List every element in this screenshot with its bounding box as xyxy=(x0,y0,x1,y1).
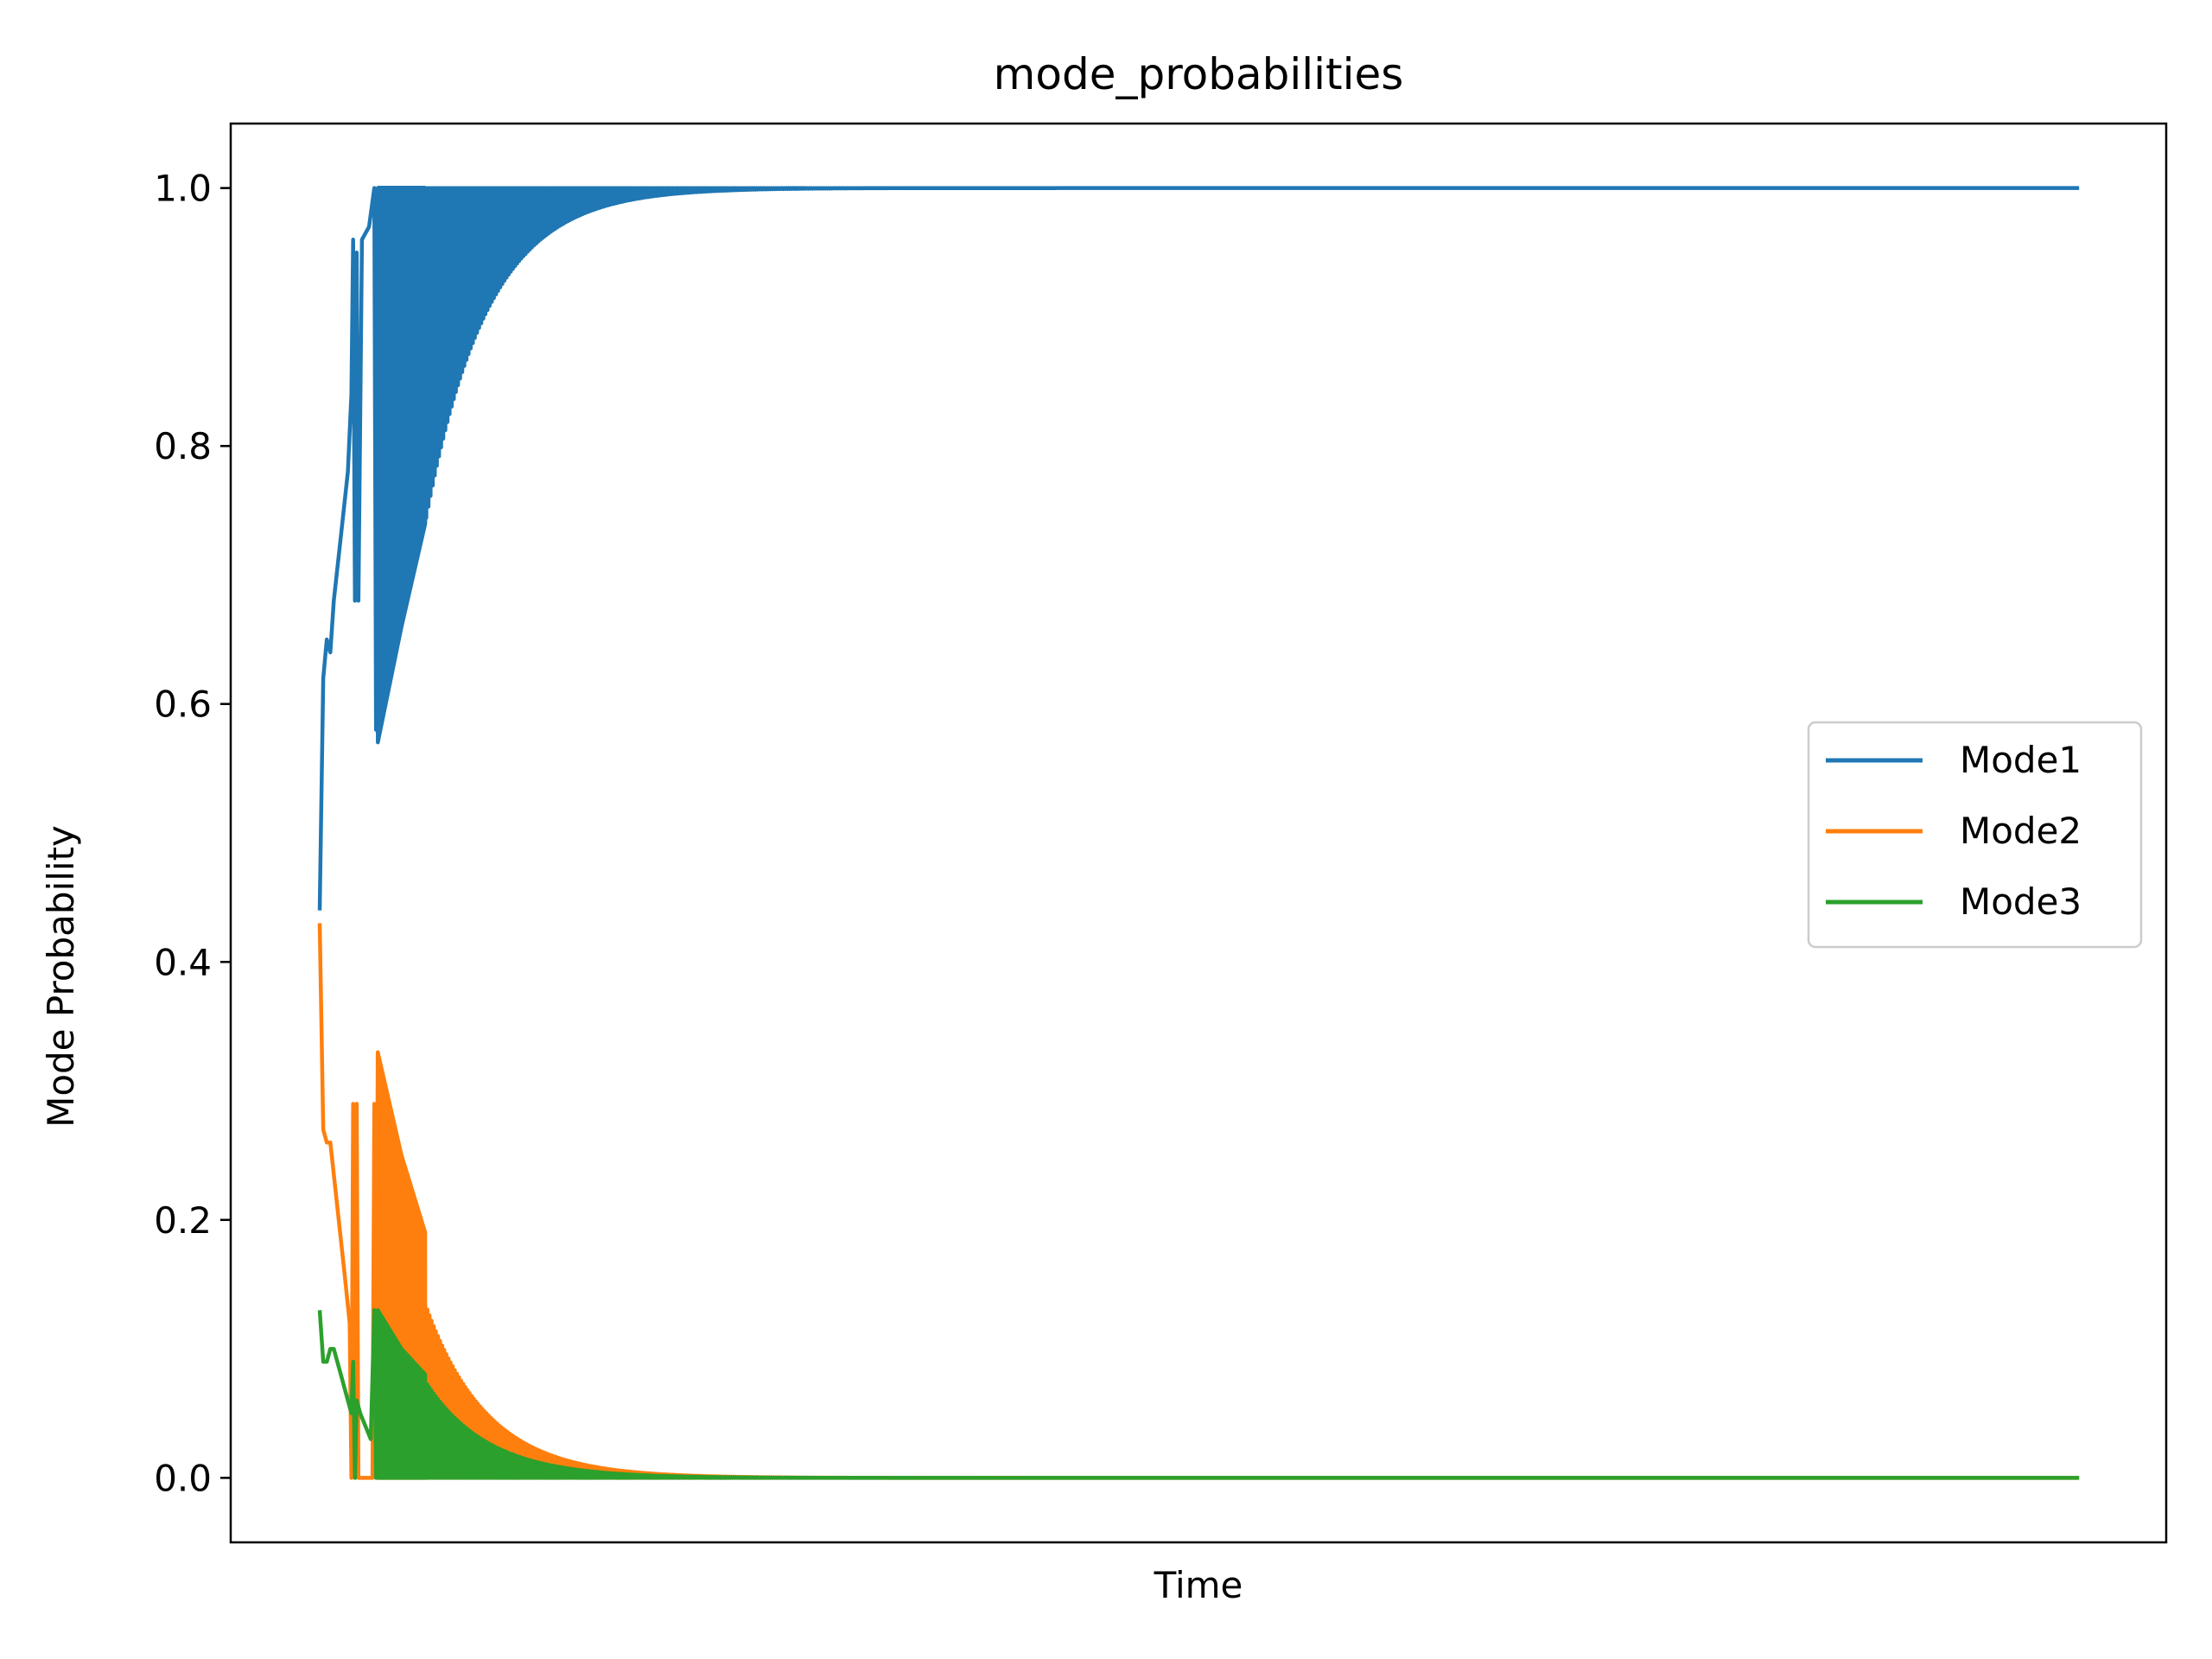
plot-frame xyxy=(229,122,2168,1544)
y-tick-label: 1.0 xyxy=(154,168,212,210)
series-line-mode3 xyxy=(317,1308,2080,1480)
legend-entry-mode2: Mode2 xyxy=(1826,810,2082,852)
legend: Mode1 Mode2 Mode3 xyxy=(1807,721,2143,949)
chart-title: mode_probabilities xyxy=(994,49,1404,99)
y-tick-label: 0.4 xyxy=(154,941,212,983)
legend-label-mode1: Mode1 xyxy=(1960,739,2082,781)
series-layer xyxy=(317,186,2080,1480)
y-axis-label: Mode Probability xyxy=(40,825,82,1128)
legend-frame xyxy=(1807,721,2143,949)
legend-label-mode2: Mode2 xyxy=(1960,810,2082,852)
legend-entry-mode1: Mode1 xyxy=(1826,739,2082,781)
series-line-mode1 xyxy=(317,186,2080,911)
legend-entry-mode3: Mode3 xyxy=(1826,880,2082,923)
y-tick-label: 0.8 xyxy=(154,425,212,467)
y-tick-label: 0.6 xyxy=(154,683,212,726)
y-axis: 0.0 0.2 0.4 0.6 0.8 1.0 xyxy=(154,168,231,1499)
legend-label-mode3: Mode3 xyxy=(1960,880,2082,923)
y-tick-label: 0.0 xyxy=(154,1457,212,1499)
y-tick-label: 0.2 xyxy=(154,1199,212,1242)
x-axis-label: Time xyxy=(1154,1564,1243,1606)
